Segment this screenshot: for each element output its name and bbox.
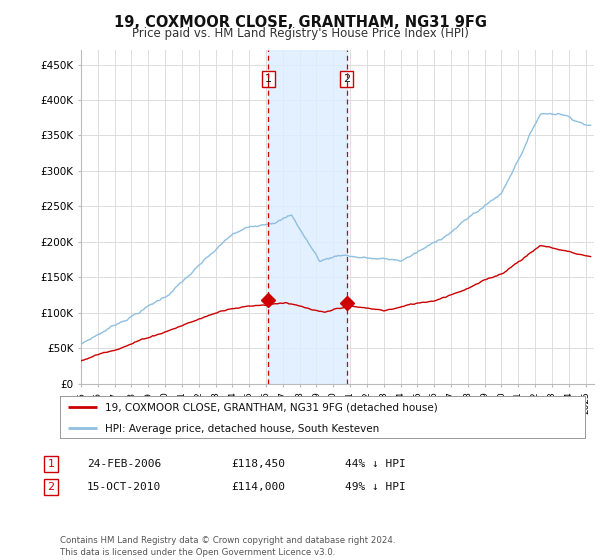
Text: 19, COXMOOR CLOSE, GRANTHAM, NG31 9FG (detached house): 19, COXMOOR CLOSE, GRANTHAM, NG31 9FG (d… [104,403,437,413]
Text: HPI: Average price, detached house, South Kesteven: HPI: Average price, detached house, Sout… [104,424,379,433]
Text: 19, COXMOOR CLOSE, GRANTHAM, NG31 9FG: 19, COXMOOR CLOSE, GRANTHAM, NG31 9FG [113,15,487,30]
Text: £118,450: £118,450 [231,459,285,469]
Text: 1: 1 [265,74,272,84]
Text: 44% ↓ HPI: 44% ↓ HPI [345,459,406,469]
Text: 2: 2 [47,482,55,492]
Text: 24-FEB-2006: 24-FEB-2006 [87,459,161,469]
Bar [268,50,347,384]
Text: Price paid vs. HM Land Registry's House Price Index (HPI): Price paid vs. HM Land Registry's House … [131,27,469,40]
Text: 2: 2 [343,74,350,84]
Text: 1: 1 [47,459,55,469]
Text: 15-OCT-2010: 15-OCT-2010 [87,482,161,492]
Text: Contains HM Land Registry data © Crown copyright and database right 2024.
This d: Contains HM Land Registry data © Crown c… [60,536,395,557]
Text: 49% ↓ HPI: 49% ↓ HPI [345,482,406,492]
Text: £114,000: £114,000 [231,482,285,492]
